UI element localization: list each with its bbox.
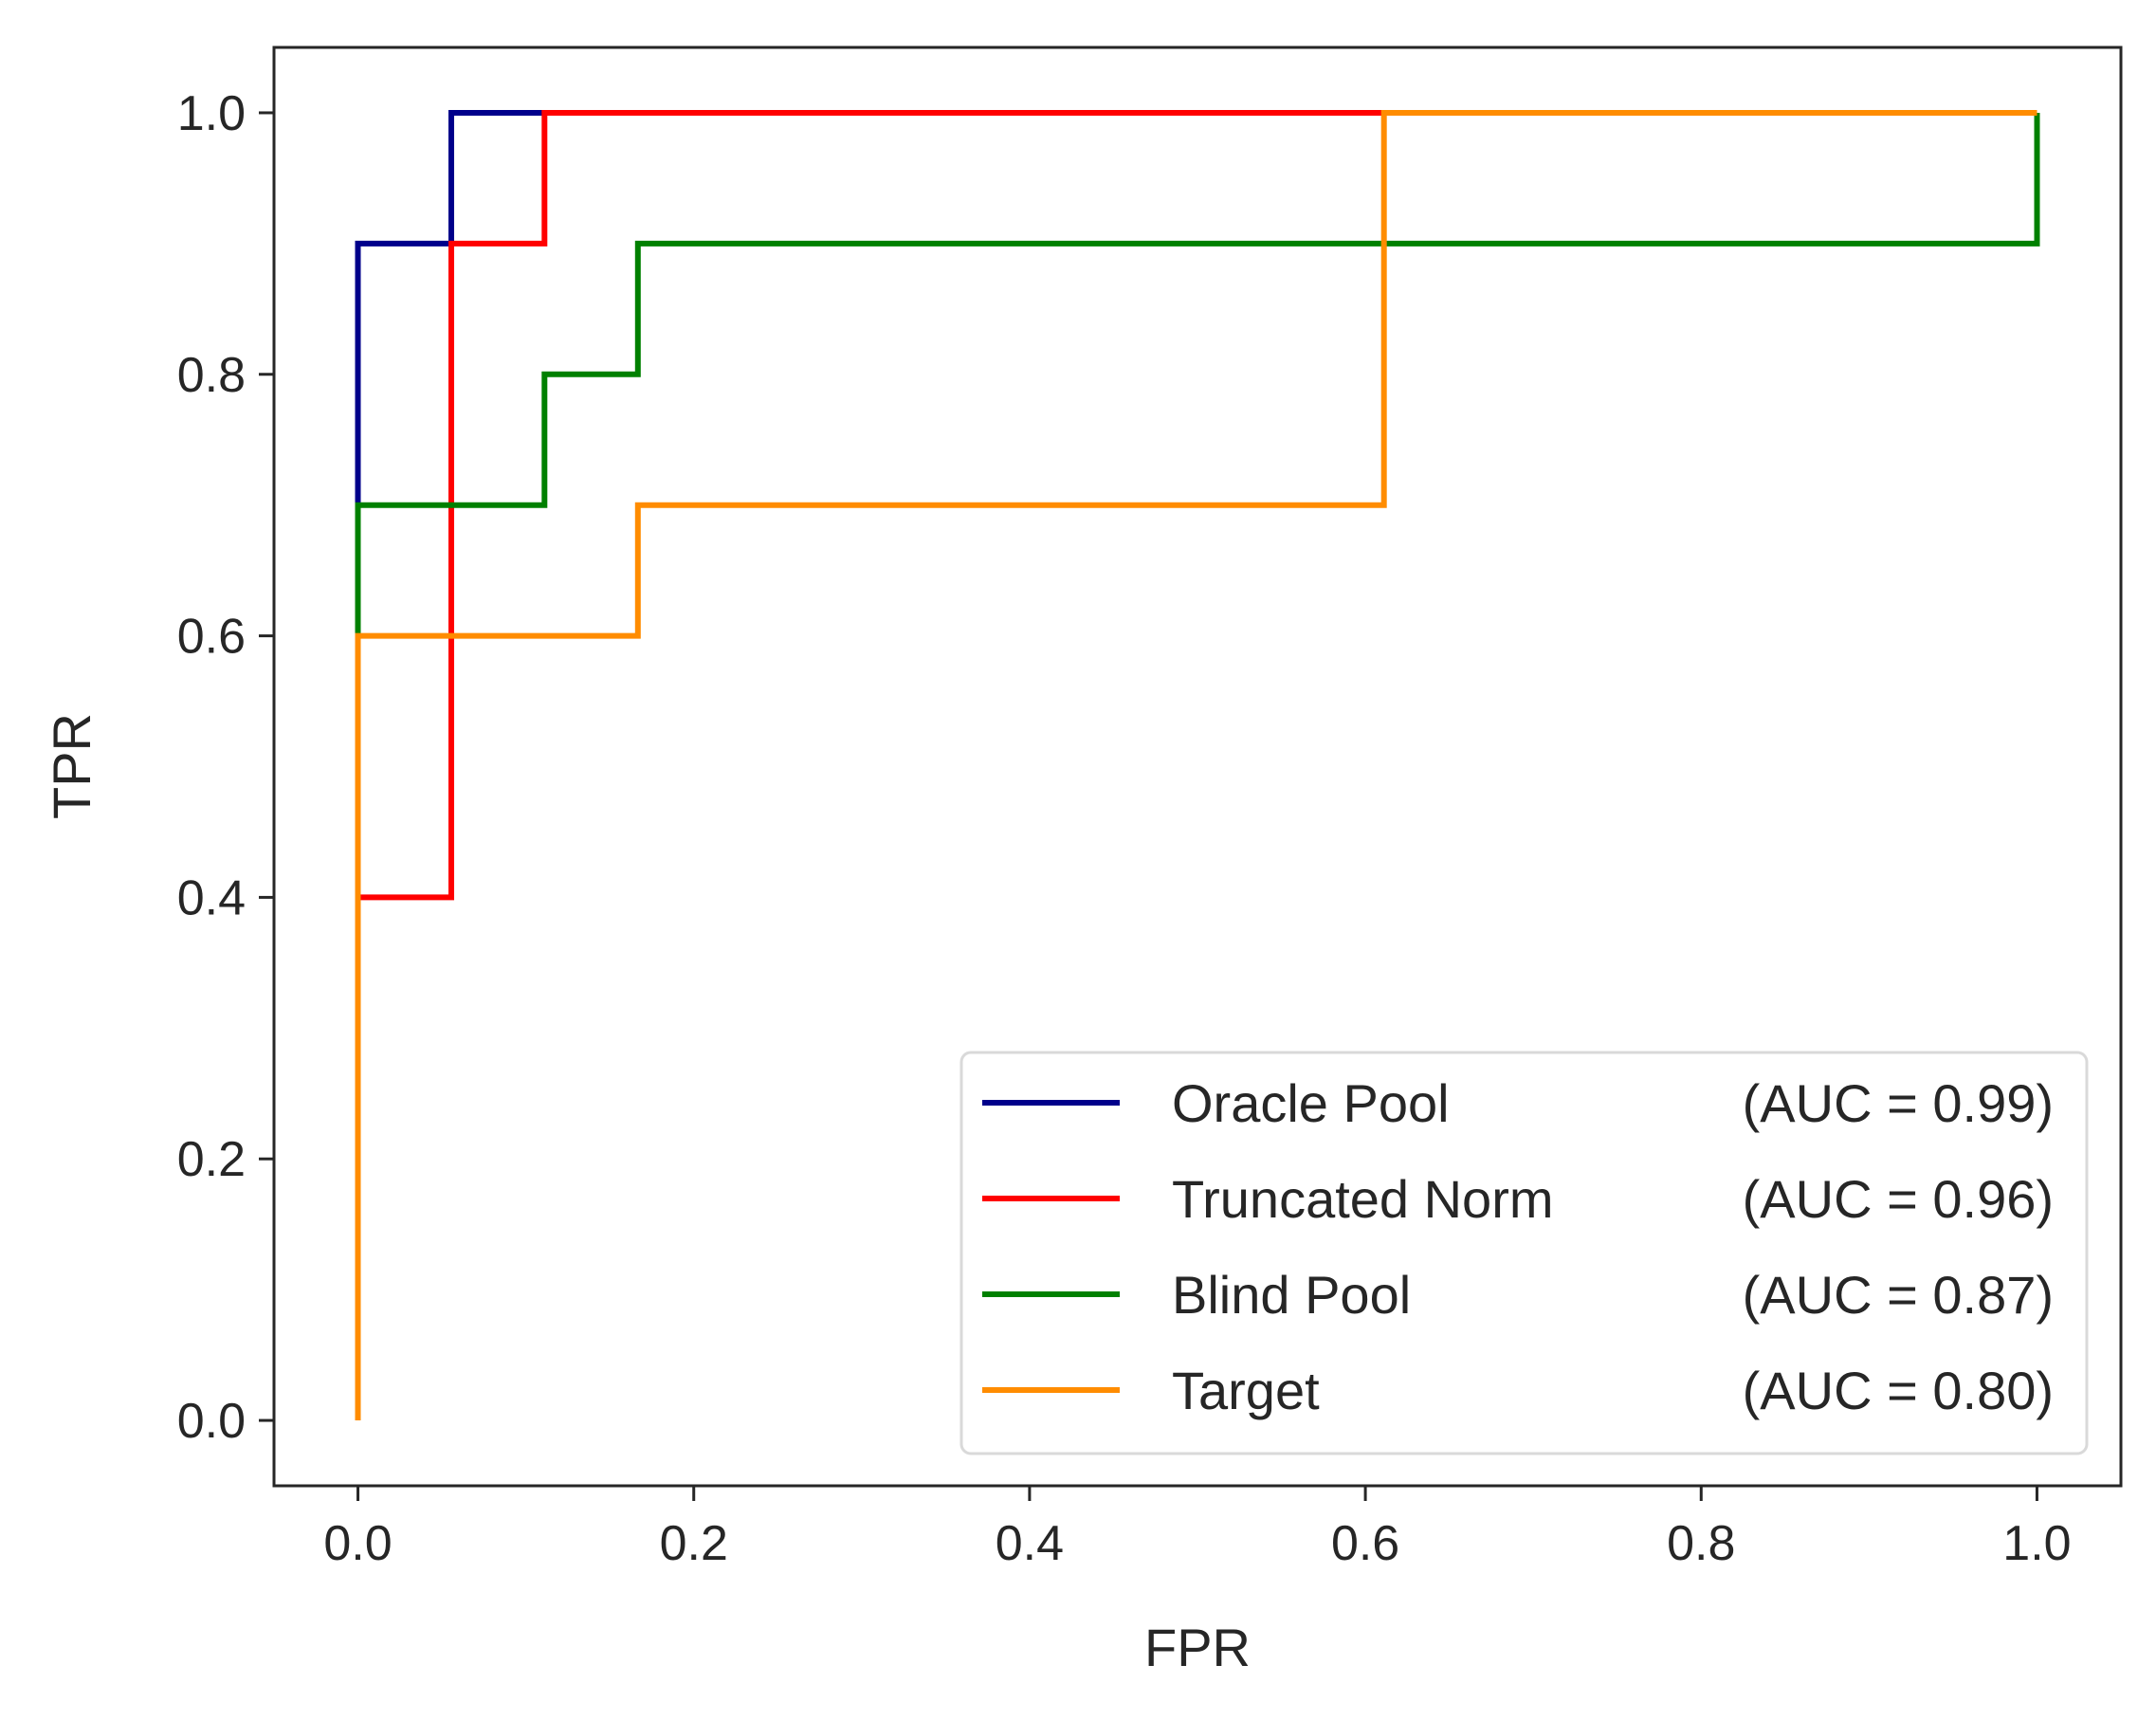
y-tick-label: 0.2 <box>177 1132 246 1187</box>
x-tick-label: 0.4 <box>996 1516 1064 1571</box>
plot-frame <box>272 46 2123 1488</box>
x-tick-label: 0.6 <box>1331 1516 1399 1571</box>
legend-label: Truncated Norm <box>1172 1169 1554 1229</box>
legend-auc: (AUC = 0.96) <box>1743 1169 2054 1229</box>
legend-label: Oracle Pool <box>1172 1073 1450 1133</box>
y-tick-label: 0.4 <box>177 870 246 925</box>
legend-auc: (AUC = 0.87) <box>1743 1265 2054 1325</box>
y-ticks: 0.0 0.2 0.4 0.6 0.8 1.0 <box>177 86 274 1449</box>
x-tick-label: 0.0 <box>323 1516 392 1571</box>
series-line-blind-pool <box>355 113 2040 1420</box>
y-tick-label: 0.0 <box>177 1394 246 1449</box>
series-line-truncated-norm <box>355 110 2037 1420</box>
x-tick-label: 0.2 <box>660 1516 728 1571</box>
series-line-target <box>355 110 2037 1420</box>
legend-box <box>959 1051 2089 1455</box>
legend-auc: (AUC = 0.80) <box>1743 1361 2054 1420</box>
legend-auc: (AUC = 0.99) <box>1743 1073 2054 1133</box>
x-tick-label: 0.8 <box>1667 1516 1735 1571</box>
y-axis-label: TPR <box>42 713 101 819</box>
y-tick-label: 0.6 <box>177 610 246 665</box>
y-tick-label: 1.0 <box>177 86 246 141</box>
legend: Oracle Pool (AUC = 0.99) Truncated Norm (AU… <box>959 1051 2089 1455</box>
legend-label: Blind Pool <box>1172 1265 1411 1325</box>
series-layer <box>355 110 2040 1420</box>
x-ticks: 0.0 0.2 0.4 0.6 0.8 1.0 <box>323 1486 2072 1571</box>
x-axis-label: FPR <box>1144 1618 1251 1677</box>
y-tick-label: 0.8 <box>177 348 246 403</box>
legend-label: Target <box>1172 1361 1320 1420</box>
x-tick-label: 1.0 <box>2002 1516 2071 1571</box>
